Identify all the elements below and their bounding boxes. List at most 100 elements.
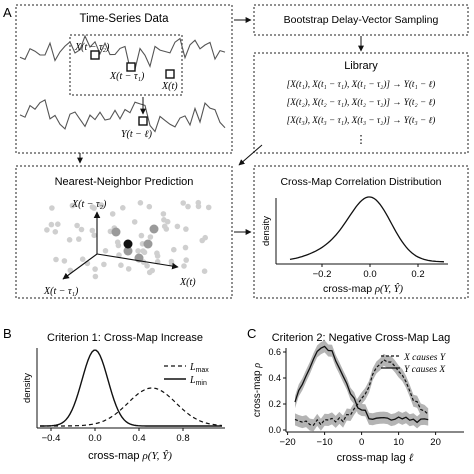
cloud-point (161, 217, 167, 223)
time-series-title: Time-Series Data (79, 13, 169, 25)
distribution-tick-label: 0.0 (363, 269, 376, 280)
time-series-x-line (19, 34, 226, 70)
panel-c-x-ticks: −20 −10 0 10 20 (280, 432, 441, 448)
distribution-box (253, 165, 469, 299)
cloud-point (109, 211, 116, 217)
x-tick-label: 0 (359, 437, 364, 448)
cloud-point (181, 263, 187, 269)
bootstrap-title: Bootstrap Delay-Vector Sampling (284, 14, 439, 26)
cloud-point (185, 203, 191, 210)
cloud-point (137, 200, 144, 206)
y-tick-label: 0.6 (268, 347, 281, 357)
panel-b-tick-label: 0.4 (132, 433, 145, 444)
cloud-point (92, 266, 98, 272)
cloud-point (120, 205, 126, 211)
cloud-point (69, 202, 76, 209)
neighbor-point (149, 224, 159, 234)
nn-point-cloud (44, 199, 212, 280)
nn-axis-label-x-t: X(t) (179, 277, 196, 288)
panel-c-band-x-causes-y (295, 353, 429, 432)
x-tick-label: 10 (393, 437, 404, 448)
panel-c-letter: C (247, 326, 256, 341)
panel-b-x-ticks (50, 428, 184, 431)
cloud-point (147, 234, 154, 240)
panel-b-tick-label: 0.0 (88, 433, 101, 444)
library-row: [X(t₁), X(t₁ − τ₁), X(t₁ − τ₂)] → Y(t₁ −… (287, 79, 436, 89)
library-title: Library (344, 60, 378, 72)
cloud-point (201, 268, 208, 275)
panel-b-ylabel: density (22, 373, 33, 403)
sample-point-y-t-ell (138, 116, 148, 126)
cloud-point (118, 262, 124, 269)
cloud-point (161, 223, 168, 230)
nn-axis-horizontal (96, 253, 179, 270)
nn-axis-label-x-t-tau1: X(t − τ₁) (43, 286, 79, 297)
neighbor-point (123, 246, 133, 256)
cloud-point (180, 200, 186, 206)
cloud-point (144, 263, 150, 269)
nn-axis-label-x-t-tau2: X(t − τ₂) (71, 199, 107, 210)
sample-point-x-t-tau1 (126, 62, 136, 72)
nn-prediction-title: Nearest-Neighbor Prediction (55, 176, 194, 188)
cloud-point (78, 226, 85, 233)
panel-b-tick-label: 0.8 (176, 433, 189, 444)
cloud-point (91, 232, 97, 239)
cloud-point (195, 203, 202, 210)
cloud-point (182, 244, 189, 251)
cloud-point (52, 229, 59, 235)
library-row: [X(t₂), X(t₂ − τ₁), X(t₂ − τ₂)] → Y(t₂ −… (287, 97, 436, 107)
neighbor-point (143, 239, 153, 249)
cloud-point (205, 204, 212, 211)
cloud-point (101, 261, 107, 268)
panel-c-line-x-causes-y (294, 359, 429, 426)
nn-prediction-box (15, 165, 233, 299)
cloud-point (202, 234, 208, 241)
cloud-point (55, 221, 61, 227)
cloud-point (74, 222, 80, 229)
sample-point-x-t-tau2 (90, 50, 100, 60)
cloud-point (154, 250, 160, 256)
panel-c-xlabel: cross-map lag ℓ (337, 452, 414, 464)
cloud-point (49, 205, 55, 211)
cloud-point (174, 223, 181, 230)
library-box (253, 52, 469, 154)
cloud-point (89, 227, 96, 234)
cloud-point (183, 226, 189, 232)
panel-b-legend: Lmax Lmin (164, 362, 209, 387)
label-x-t-tau1: X(t − τ₁) (109, 71, 145, 82)
cloud-point (125, 266, 132, 272)
distribution-tick-label: 0.2 (411, 269, 424, 280)
cloud-point (102, 248, 109, 254)
x-tick-label: −10 (317, 437, 333, 448)
label-y-t-ell: Y(t − ℓ) (121, 129, 153, 140)
panel-b-curve-lmin (40, 349, 222, 427)
cloud-point (98, 202, 105, 208)
neighbor-point (111, 227, 121, 237)
cloud-point (66, 237, 73, 243)
panel-c-y-ticks: 0.0 0.2 0.4 0.6 (268, 347, 286, 435)
cloud-point (146, 203, 153, 210)
cloud-point (48, 221, 55, 228)
sample-point-x-t (165, 69, 175, 79)
cloud-point (138, 232, 145, 239)
library-row: [X(t₃), X(t₃ − τ₁), X(t₃ − τ₂)] → Y(t₃ −… (287, 115, 436, 125)
cloud-point (114, 239, 121, 245)
cloud-point (79, 256, 86, 263)
cloud-point (89, 204, 96, 210)
panel-b-title: Criterion 1: Cross-Map Increase (47, 332, 203, 344)
distribution-tick-label: −0.2 (313, 269, 332, 280)
time-series-box (15, 4, 233, 154)
cloud-point (116, 252, 122, 258)
y-tick-label: 0.4 (268, 373, 281, 383)
label-x-t: X(t) (161, 81, 178, 92)
nn-axis-diagonal (62, 253, 98, 280)
panel-c-band-y-causes-x (295, 340, 429, 429)
panel-b-xlabel: cross-map ρ(Y, Ŷ) (88, 450, 172, 462)
legend-x-causes-y: X causes Y (403, 353, 447, 363)
legend-lmin: Lmin (189, 375, 207, 387)
time-series-y-line (19, 99, 226, 133)
cloud-point (53, 256, 59, 263)
distribution-ylabel: density (261, 216, 272, 246)
target-point (123, 239, 133, 249)
x-tick-label: 20 (430, 437, 441, 448)
